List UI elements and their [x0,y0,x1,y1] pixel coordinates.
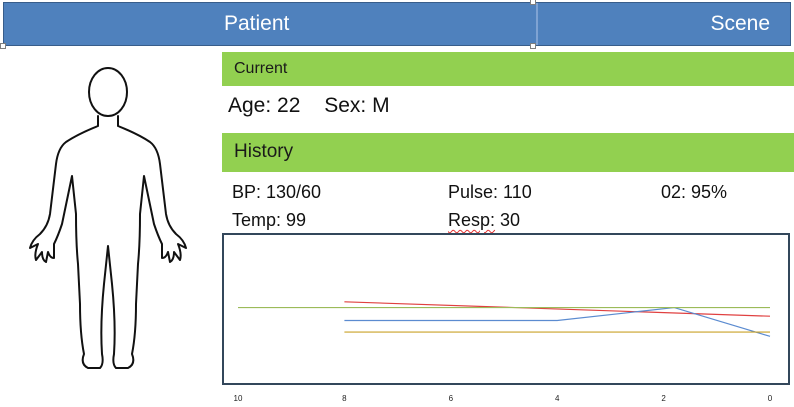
tab-patient[interactable]: Patient [224,12,290,35]
history-label: History [234,141,294,162]
resize-handle-middle[interactable] [530,43,536,49]
bp-value: BP: 130/60 [232,182,322,202]
x-tick-label: 0 [768,394,773,403]
human-body-outline-icon[interactable] [18,64,198,376]
series-line-2 [344,306,771,337]
x-tick-label: 2 [661,394,666,403]
resize-handle-left[interactable] [0,43,6,49]
header-bar: Patient Scene [3,2,791,46]
resp-value: Resp: 30 [448,210,520,231]
vitals-chart-frame [222,233,790,385]
x-tick-label: 6 [449,394,454,403]
age-value: Age: 22 [228,94,301,117]
demographics-row: Age: 22 Sex: M [228,94,408,118]
series-line-1 [344,301,771,317]
current-section-bar: Current [222,52,794,86]
resp-number: 30 [495,210,521,230]
x-tick-label: 4 [555,394,560,403]
sex-value: Sex: M [324,94,390,117]
temp-value: Temp: 99 [232,210,307,230]
resize-handle-top[interactable] [530,0,536,5]
header-divider [536,3,538,45]
x-tick-label: 8 [342,394,347,403]
pulse-value: Pulse: 110 [448,182,532,202]
resp-label: Resp: [448,210,496,230]
history-section-bar: History [222,133,794,172]
current-label: Current [234,60,288,77]
o2-value: 02: 95% [661,182,728,202]
vitals-line-chart: 10 8 6 4 2 0 [234,301,773,403]
x-tick-label: 10 [234,394,243,403]
tab-scene[interactable]: Scene [710,12,770,35]
